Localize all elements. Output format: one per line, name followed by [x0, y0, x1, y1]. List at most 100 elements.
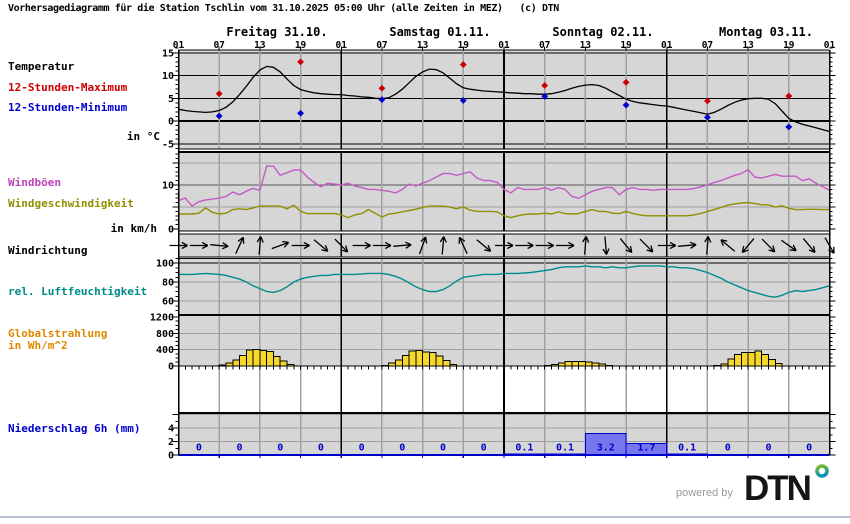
wind-direction-arrow	[535, 241, 555, 250]
panel-borders	[177, 49, 831, 455]
precip-tick-label: 2	[168, 437, 174, 448]
radiation-bar	[266, 350, 274, 367]
wind-direction-arrow	[418, 236, 428, 255]
radiation-bar	[734, 354, 742, 367]
radiation-bar	[747, 351, 756, 367]
wind-direction-arrow	[741, 238, 755, 254]
precip-value: 3.2	[597, 443, 615, 454]
radiation-panel-label-line2: in Wh/m^2	[8, 339, 68, 352]
data-series	[178, 58, 830, 298]
precip-value: 0	[196, 443, 202, 454]
wind-gusts-legend: Windböen	[8, 176, 61, 189]
wind-direction-arrow	[761, 238, 776, 253]
precip-value: 0	[806, 443, 812, 454]
wind-direction-arrow	[704, 236, 712, 255]
hour-label: 01	[824, 40, 836, 51]
temperature-panel-label: Temperatur	[8, 60, 75, 73]
precip-value: 0	[277, 443, 283, 454]
wind-direction-arrow	[189, 241, 209, 250]
hour-label: 19	[783, 40, 795, 51]
axis-ticks	[172, 46, 836, 456]
radiation-tick-label: 1200	[150, 313, 174, 324]
radiation-bar	[239, 355, 247, 367]
wind-direction-arrow	[619, 238, 633, 254]
radiation-bar	[428, 352, 437, 367]
wind-direction-arrows	[169, 236, 835, 255]
wind-direction-arrow	[439, 236, 447, 255]
hour-label: 01	[661, 40, 673, 51]
temp-tick-label: 0	[168, 117, 174, 128]
hour-label: 19	[458, 40, 470, 51]
hour-label: 07	[702, 40, 713, 51]
hour-label: 07	[213, 40, 224, 51]
temp-min-marker	[541, 93, 549, 100]
wind-direction-arrow	[313, 239, 329, 252]
chart-title: Vorhersagediagramm für die Station Tschl…	[8, 3, 559, 14]
wind-direction-arrow	[602, 236, 610, 255]
precip-value: 0	[237, 443, 243, 454]
radiation-bar	[395, 359, 403, 367]
radiation-panel-label-line1: Globalstrahlung	[8, 327, 107, 340]
radiation-bar	[232, 359, 241, 367]
hour-label: 01	[173, 40, 185, 51]
radiation-bar	[401, 355, 410, 367]
radiation-tick-label: 400	[156, 345, 174, 356]
wind-direction-arrow	[271, 240, 290, 250]
wind-direction-arrow	[235, 236, 245, 254]
temp-min-marker	[378, 96, 386, 104]
day-label-sunday: Sonntag 02.11.	[552, 25, 653, 39]
wind-direction-arrow	[210, 242, 229, 250]
temp-tick-label: -5	[162, 139, 174, 150]
bottom-divider-line	[0, 516, 850, 518]
humidity-panel-label: rel. Luftfeuchtigkeit	[8, 285, 147, 298]
hour-label: 13	[254, 40, 266, 51]
day-label-saturday: Samstag 01.11.	[389, 25, 490, 39]
radiation-bar	[571, 360, 580, 367]
temperature-max-legend: 12-Stunden-Maximum	[8, 81, 128, 94]
precip-value: 0	[399, 443, 405, 454]
wind-tick-label: 0	[168, 225, 174, 236]
wind-gusts-curve	[178, 165, 830, 208]
wind-direction-panel-label: Windrichtung	[8, 244, 87, 257]
humidity-curve	[178, 265, 830, 298]
wind-direction-arrow	[639, 238, 654, 253]
hour-label: 07	[539, 40, 550, 51]
wind-direction-arrow	[334, 238, 349, 253]
temp-min-marker	[459, 97, 467, 104]
wind-direction-arrow	[515, 241, 534, 250]
radiation-bar	[252, 348, 261, 367]
precip-value: 0.1	[678, 443, 696, 454]
temperature-min-legend: 12-Stunden-Minimum	[8, 101, 128, 114]
precip-value: 0	[481, 443, 487, 454]
wind-direction-arrow	[291, 241, 310, 250]
hour-label: 19	[295, 40, 307, 51]
temperature-curve	[178, 65, 830, 133]
precip-value: 0	[440, 443, 446, 454]
wind-direction-arrow	[720, 239, 736, 252]
temp-min-marker	[622, 101, 630, 109]
hour-label: 13	[742, 40, 754, 51]
radiation-bar	[767, 358, 776, 367]
humidity-tick-label: 100	[156, 259, 174, 270]
humidity-tick-label: 80	[162, 278, 174, 289]
radiation-bar	[408, 350, 417, 367]
wind-direction-arrow	[256, 236, 264, 255]
day-label-friday: Freitag 31.10.	[226, 25, 327, 39]
precip-value: 0.1	[515, 443, 533, 454]
dtn-logo-text: DTN	[744, 469, 810, 508]
wind-direction-arrow	[582, 236, 590, 255]
temp-max-marker	[378, 84, 386, 92]
radiation-bar	[740, 352, 749, 367]
temp-tick-label: 15	[162, 48, 174, 59]
hour-label: 01	[336, 40, 348, 51]
radiation-bar	[761, 354, 769, 367]
radiation-bar	[727, 358, 736, 367]
radiation-bar	[754, 350, 763, 367]
hour-label: 19	[620, 40, 632, 51]
precipitation-panel-label: Niederschlag 6h (mm)	[8, 422, 140, 435]
temp-max-marker	[215, 90, 223, 98]
temp-max-marker	[622, 78, 630, 86]
day-label-monday: Montag 03.11.	[719, 25, 813, 39]
temp-min-marker	[215, 112, 223, 120]
precip-value: 0	[765, 443, 771, 454]
